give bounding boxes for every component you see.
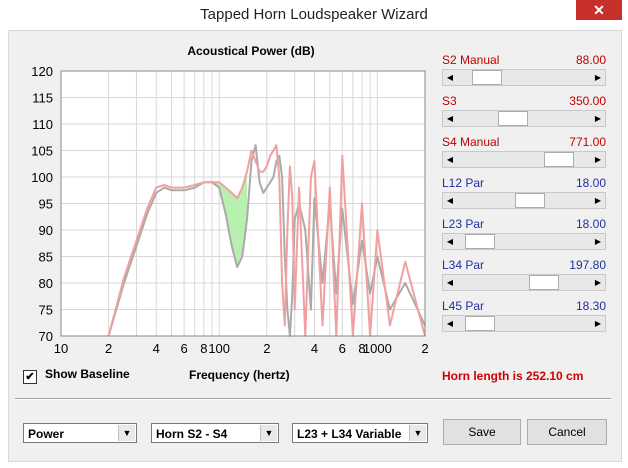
param-label: L12 Par — [442, 176, 485, 190]
x-tick-label: 2 — [421, 341, 428, 356]
x-tick-label: 1000 — [363, 341, 392, 356]
param-label: S4 Manual — [442, 135, 500, 149]
param-slider[interactable]: ◀ ▶ — [442, 233, 606, 250]
slider-thumb[interactable] — [471, 70, 502, 85]
param-value: 197.80 — [569, 258, 606, 272]
variable-select-value: L23 + L34 Variable — [297, 427, 402, 441]
y-tick-label: 80 — [39, 276, 53, 291]
x-tick-label: 6 — [180, 341, 187, 356]
x-tick-label: 8 — [358, 341, 365, 356]
mode-select[interactable]: Power ▼ — [23, 423, 137, 443]
param-slider[interactable]: ◀ ▶ — [442, 274, 606, 291]
arrow-left-icon[interactable]: ◀ — [446, 114, 454, 123]
arrow-left-icon[interactable]: ◀ — [446, 196, 454, 205]
x-tick-label: 8 — [200, 341, 207, 356]
arrow-left-icon[interactable]: ◀ — [446, 155, 454, 164]
chevron-down-icon[interactable]: ▼ — [409, 425, 426, 441]
checkbox-check-icon[interactable]: ✔ — [23, 370, 37, 384]
y-tick-label: 115 — [32, 91, 53, 106]
arrow-right-icon[interactable]: ▶ — [594, 278, 602, 287]
y-tick-label: 95 — [39, 197, 53, 212]
y-tick-label: 100 — [31, 170, 53, 185]
dialog-body: Acoustical Power (dB) 70 75 80 85 90 95 100 105… — [8, 30, 622, 462]
chevron-down-icon[interactable]: ▼ — [118, 425, 135, 441]
param-label: L23 Par — [442, 217, 485, 231]
arrow-right-icon[interactable]: ▶ — [594, 319, 602, 328]
show-baseline-label: Show Baseline — [45, 367, 130, 381]
slider-thumb[interactable] — [528, 275, 559, 290]
x-tick-label: 100 — [208, 341, 230, 356]
slider-thumb[interactable] — [544, 152, 575, 167]
param-label: S3 — [442, 94, 457, 108]
param-label: L34 Par — [442, 258, 485, 272]
y-tick-label: 70 — [39, 329, 53, 344]
y-tick-label: 110 — [32, 117, 53, 132]
param-value: 88.00 — [575, 53, 606, 67]
x-tick-label: 4 — [311, 341, 318, 356]
y-tick-label: 75 — [39, 303, 53, 318]
y-tick-label: 120 — [31, 64, 53, 79]
baseline-difference-area — [211, 171, 248, 268]
arrow-right-icon[interactable]: ▶ — [594, 155, 602, 164]
mode-select-value: Power — [28, 427, 65, 441]
param-value: 18.00 — [575, 176, 606, 190]
variable-select[interactable]: L23 + L34 Variable ▼ — [292, 423, 428, 443]
param-value: 350.00 — [569, 94, 606, 108]
y-tick-label: 85 — [39, 250, 53, 265]
param-value: 771.00 — [569, 135, 606, 149]
arrow-left-icon[interactable]: ◀ — [446, 73, 454, 82]
arrow-left-icon[interactable]: ◀ — [446, 319, 454, 328]
cancel-button[interactable]: Cancel — [527, 419, 607, 445]
x-tick-label: 2 — [105, 341, 112, 356]
param-slider[interactable]: ◀ ▶ — [442, 192, 606, 209]
x-tick-label: 2 — [263, 341, 270, 356]
window-title: Tapped Horn Loudspeaker Wizard — [200, 6, 428, 23]
slider-thumb[interactable] — [465, 234, 496, 249]
separator — [15, 398, 611, 400]
param-value: 18.30 — [575, 299, 606, 313]
param-value: 18.00 — [575, 217, 606, 231]
save-button[interactable]: Save — [443, 419, 521, 445]
param-slider[interactable]: ◀ ▶ — [442, 110, 606, 127]
current-response-line — [107, 144, 426, 337]
chevron-down-icon[interactable]: ▼ — [260, 425, 277, 441]
chart-title: Acoustical Power (dB) — [187, 44, 315, 58]
param-label: L45 Par — [442, 299, 485, 313]
param-slider[interactable]: ◀ ▶ — [442, 315, 606, 332]
x-axis-label: Frequency (hertz) — [189, 368, 290, 382]
slider-thumb[interactable] — [515, 193, 546, 208]
slider-thumb[interactable] — [465, 316, 496, 331]
arrow-right-icon[interactable]: ▶ — [594, 237, 602, 246]
title-bar: Tapped Horn Loudspeaker Wizard ✕ — [0, 0, 628, 30]
plot-frame — [60, 70, 426, 337]
x-tick-label: 4 — [153, 341, 160, 356]
y-tick-label: 105 — [31, 144, 53, 159]
param-slider[interactable]: ◀ ▶ — [442, 69, 606, 86]
horn-length-readout: Horn length is 252.10 cm — [442, 369, 584, 383]
param-label: S2 Manual — [442, 53, 500, 67]
show-baseline-checkbox[interactable]: ✔ Show Baseline — [23, 367, 130, 384]
horn-select[interactable]: Horn S2 - S4 ▼ — [151, 423, 279, 443]
arrow-right-icon[interactable]: ▶ — [594, 114, 602, 123]
arrow-left-icon[interactable]: ◀ — [446, 237, 454, 246]
arrow-right-icon[interactable]: ▶ — [594, 73, 602, 82]
slider-thumb[interactable] — [497, 111, 528, 126]
x-tick-label: 6 — [339, 341, 346, 356]
x-tick-label: 10 — [54, 341, 68, 356]
close-button[interactable]: ✕ — [576, 0, 622, 20]
arrow-left-icon[interactable]: ◀ — [446, 278, 454, 287]
arrow-right-icon[interactable]: ▶ — [594, 196, 602, 205]
horn-select-value: Horn S2 - S4 — [156, 427, 228, 441]
y-tick-label: 90 — [39, 223, 53, 238]
param-slider[interactable]: ◀ ▶ — [442, 151, 606, 168]
